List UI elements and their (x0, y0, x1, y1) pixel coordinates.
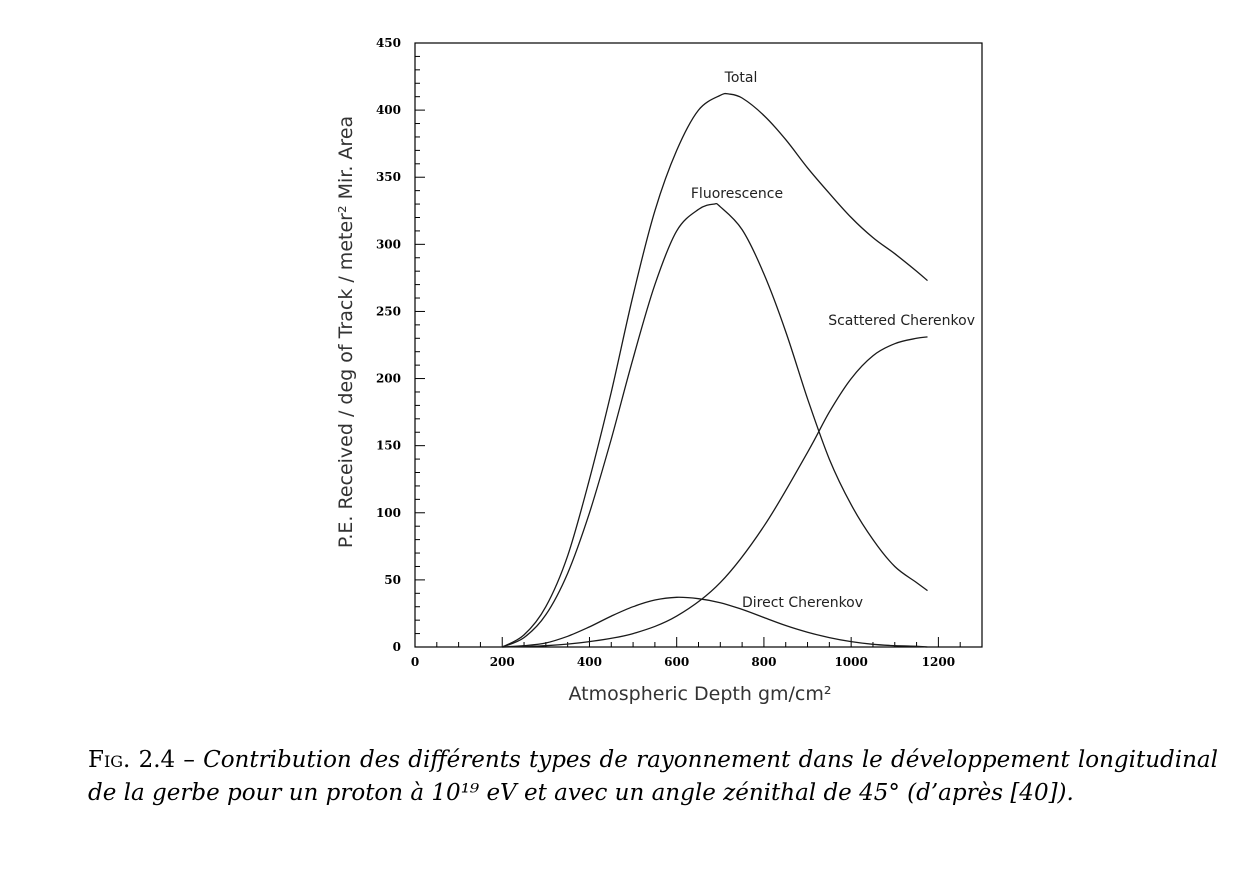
y-tick-label: 50 (384, 573, 401, 587)
series-lines (501, 92, 928, 648)
y-tick-label: 200 (376, 372, 401, 386)
figure-caption: Fig. 2.4 – Contribution des différents t… (88, 744, 1218, 810)
x-axis-title: Atmospheric Depth gm/cm² (569, 683, 832, 705)
plot-frame (414, 42, 983, 648)
direct-cherenkov-label: Direct Cherenkov (742, 595, 863, 611)
x-tick-label: 600 (664, 655, 689, 669)
y-tick-label: 100 (376, 506, 401, 520)
chart-figure: 0 200 400 600 800 1000 1200 0 50 100 150 200 250 300 3… (335, 36, 983, 705)
caption-figure-number: Fig. 2.4 – (88, 747, 204, 773)
x-tick-label: 1000 (834, 655, 867, 669)
x-tick-label: 200 (490, 655, 515, 669)
y-tick-label: 150 (376, 439, 401, 453)
fluorescence-line (501, 202, 928, 648)
axis-ticks (414, 42, 983, 648)
y-tick-label: 350 (376, 170, 401, 184)
direct-cherenkov-line (502, 596, 928, 648)
y-tick-label: 300 (376, 237, 401, 251)
caption-text: Contribution des différents types de ray… (88, 747, 1219, 806)
x-tick-label: 1200 (922, 655, 955, 669)
y-tick-label: 400 (376, 103, 401, 117)
total-label: Total (724, 70, 758, 86)
y-axis-title: P.E. Received / deg of Track / meter² Mi… (335, 116, 357, 548)
total-line (501, 92, 928, 648)
x-tick-label: 400 (577, 655, 602, 669)
y-tick-label: 450 (376, 36, 401, 50)
fluorescence-label: Fluorescence (691, 186, 783, 202)
axis-tick-labels: 0 200 400 600 800 1000 1200 0 50 100 150 200 250 300 3… (376, 36, 955, 669)
scattered-cherenkov-label: Scattered Cherenkov (828, 313, 975, 329)
scattered-cherenkov-line (502, 336, 928, 648)
x-tick-label: 0 (411, 655, 419, 669)
series-labels: Total Fluorescence Scattered Cherenkov Dire… (691, 70, 975, 611)
y-tick-label: 250 (376, 304, 401, 318)
y-tick-label: 0 (393, 640, 401, 654)
x-tick-label: 800 (751, 655, 776, 669)
